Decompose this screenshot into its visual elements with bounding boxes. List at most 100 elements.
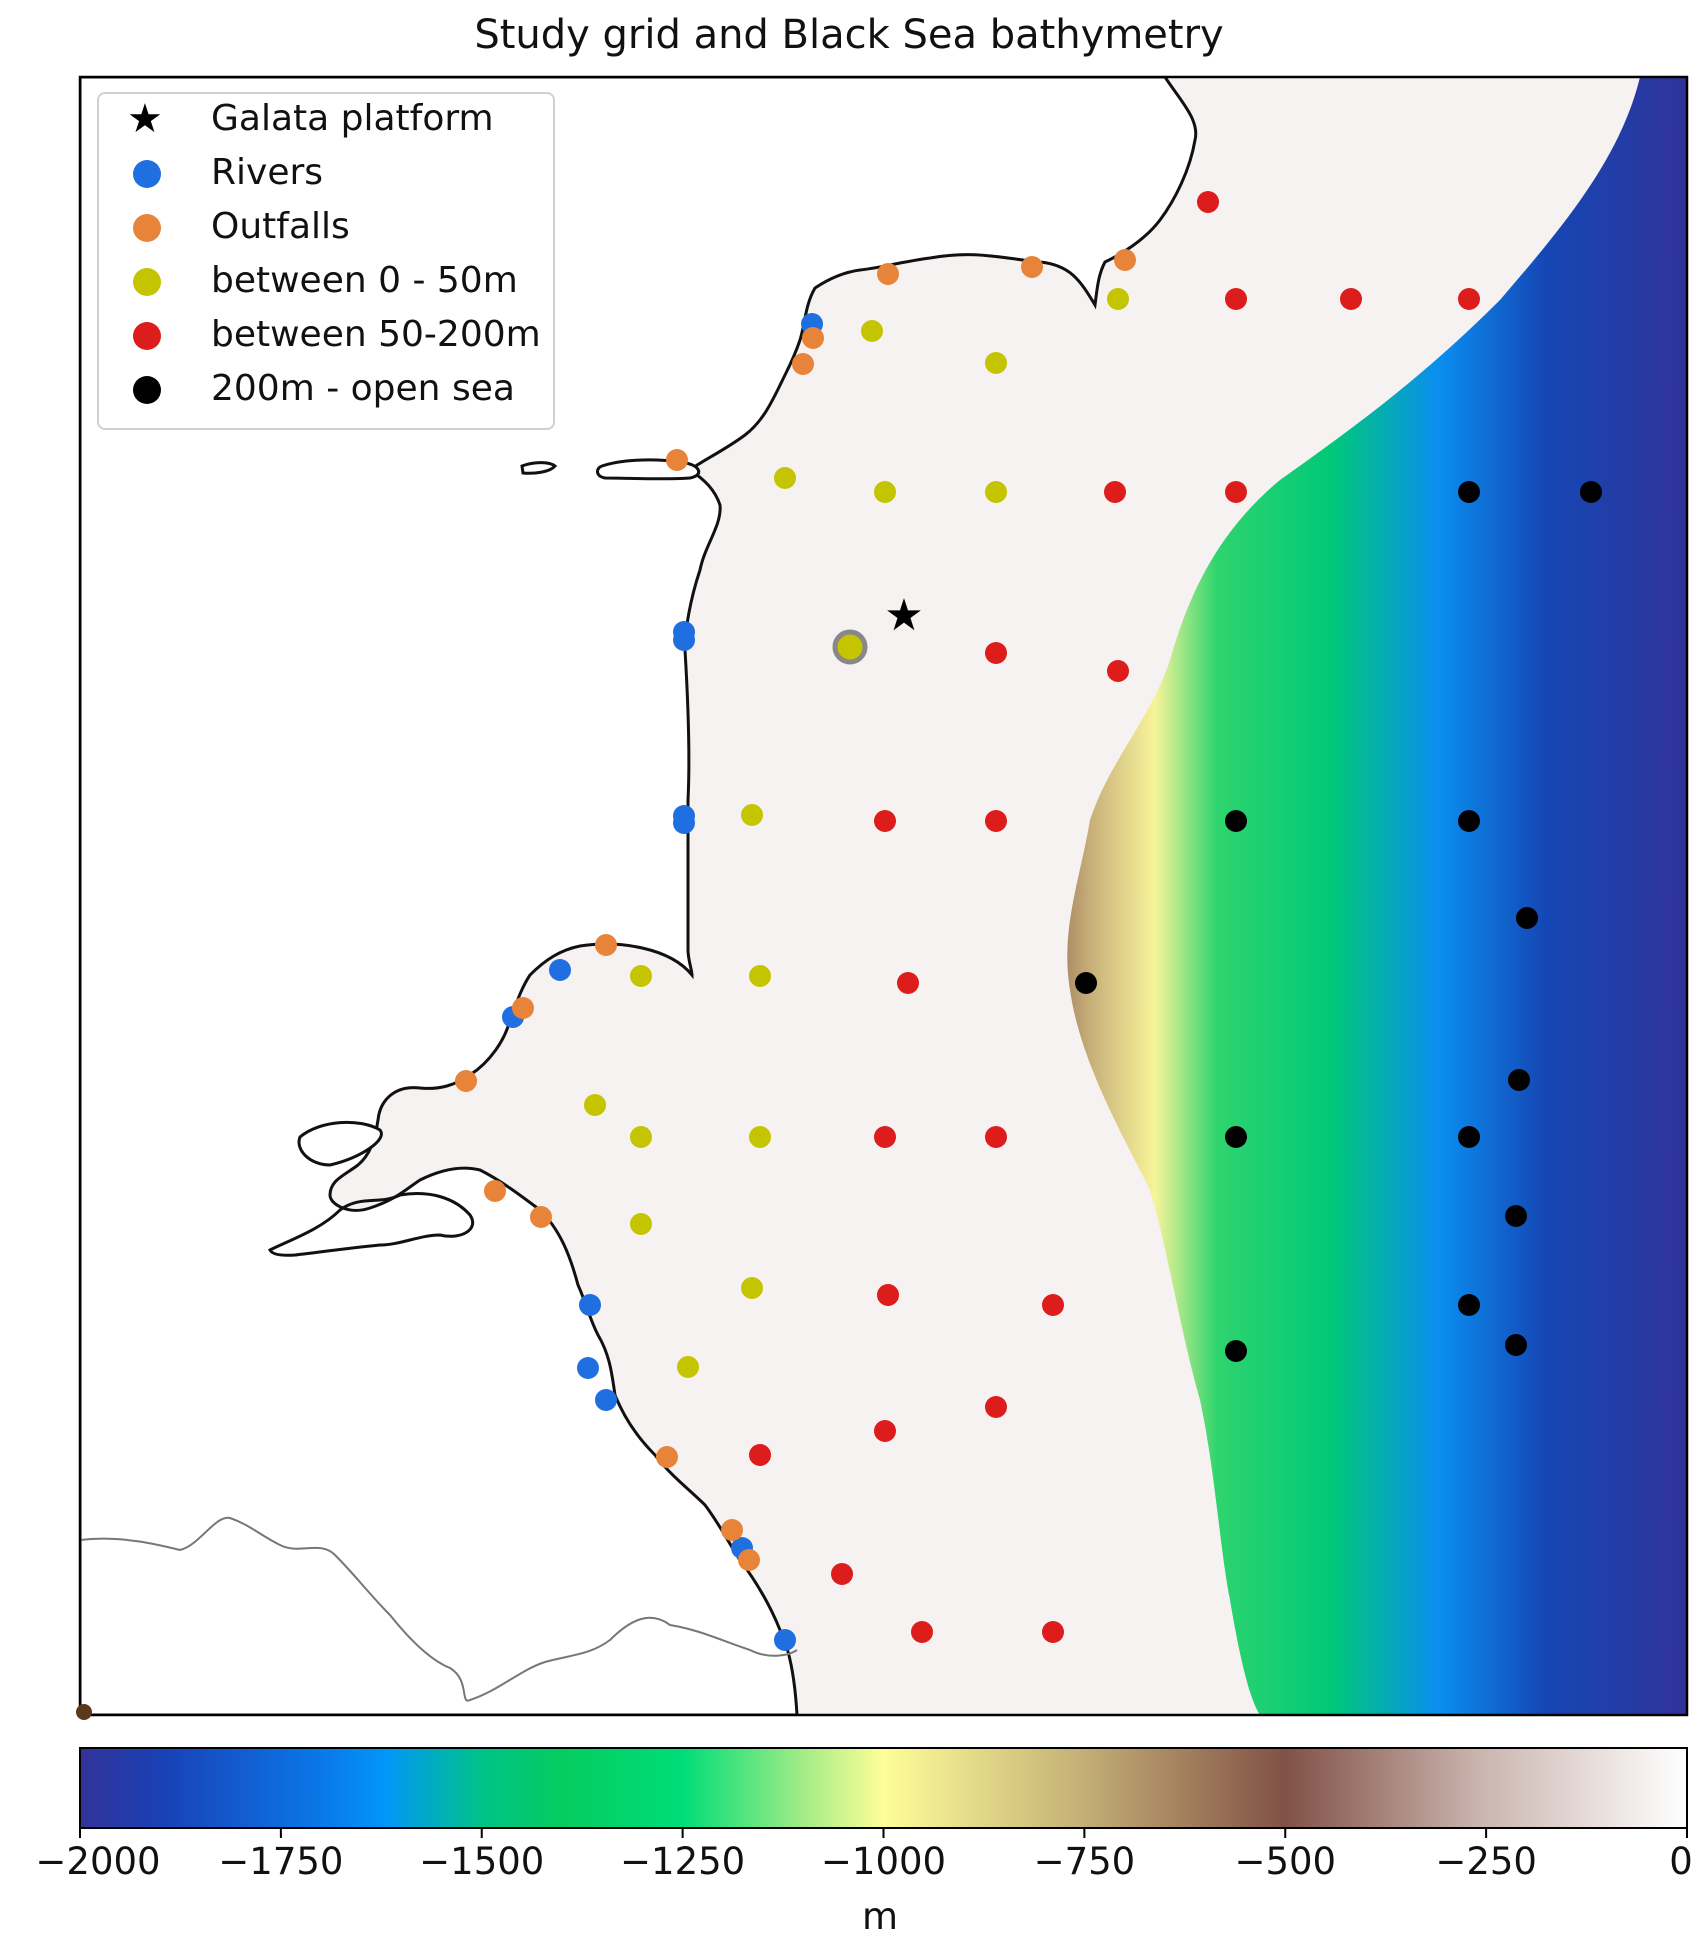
colorbar-tick-label: −1750: [218, 1840, 344, 1883]
mid-depth-site-point: [1225, 288, 1247, 310]
shallow-site-point: [861, 320, 883, 342]
colorbar-tick-label: −2000: [35, 1840, 161, 1883]
shallow-site-point: [630, 965, 652, 987]
circle-marker-icon: [133, 268, 161, 296]
mid-depth-site-point: [1107, 660, 1129, 682]
outfall-point: [530, 1206, 552, 1228]
open-sea-site-point: [1508, 1069, 1530, 1091]
open-sea-site-point: [1225, 1126, 1247, 1148]
shallow-site-point: [630, 1213, 652, 1235]
colorbar: [79, 1747, 1688, 1829]
mid-depth-site-point: [985, 810, 1007, 832]
legend-item-outfalls: Outfalls: [99, 202, 553, 254]
colorbar-tick-label: −1500: [419, 1840, 545, 1883]
open-sea-site-point: [1516, 907, 1538, 929]
legend-item-shallow: between 0 - 50m: [99, 256, 553, 308]
outfall-point: [792, 353, 814, 375]
legend-item-rivers: Rivers: [99, 148, 553, 200]
open-sea-site-point: [1458, 1294, 1480, 1316]
outfall-point: [738, 1549, 760, 1571]
shallow-site-point: [630, 1126, 652, 1148]
shallow-site-point: [1107, 288, 1129, 310]
river-point: [549, 959, 571, 981]
circle-marker-icon: [133, 160, 161, 188]
mid-depth-site-point: [1340, 288, 1362, 310]
river-point: [595, 1389, 617, 1411]
mid-depth-site-point: [985, 642, 1007, 664]
map-frame: [78, 75, 1689, 1717]
shallow-site-point: [741, 804, 763, 826]
outfall-point: [877, 263, 899, 285]
shallow-site-point: [584, 1094, 606, 1116]
shallow-site-point: [749, 1126, 771, 1148]
colorbar-ticks: [79, 1828, 1688, 1838]
outfall-point: [1114, 249, 1136, 271]
river-point: [673, 812, 695, 834]
legend-label: Outfalls: [211, 206, 350, 247]
legend: ★ Galata platform Rivers Outfalls betwee…: [97, 92, 555, 430]
legend-item-open-sea: 200m - open sea: [99, 364, 553, 416]
mid-depth-site-point: [877, 1284, 899, 1306]
mid-depth-site-point: [1225, 481, 1247, 503]
legend-label: between 0 - 50m: [211, 260, 518, 301]
star-icon: ★: [127, 96, 163, 142]
river-point: [577, 1357, 599, 1379]
river-point: [774, 1629, 796, 1651]
map-title: Study grid and Black Sea bathymetry: [474, 12, 1224, 58]
inland-border: [80, 1516, 798, 1702]
shallow-site-point: [741, 1277, 763, 1299]
legend-label: 200m - open sea: [211, 368, 515, 409]
colorbar-tick-label: 0: [1669, 1840, 1693, 1883]
shallow-site-point: [677, 1356, 699, 1378]
open-sea-site-point: [1458, 481, 1480, 503]
circle-marker-icon: [133, 214, 161, 242]
legend-label: between 50-200m: [211, 314, 541, 355]
mid-depth-site-point: [831, 1563, 853, 1585]
mid-depth-site-point: [985, 1126, 1007, 1148]
open-sea-site-point: [1458, 1126, 1480, 1148]
legend-item-mid: between 50-200m: [99, 310, 553, 362]
colorbar-tick-label: −500: [1234, 1840, 1337, 1883]
mid-depth-site-point: [897, 972, 919, 994]
shallow-site-point: [874, 481, 896, 503]
galata-platform-star-icon: ★: [884, 590, 923, 641]
outfall-point: [455, 1070, 477, 1092]
shallow-site-point: [985, 352, 1007, 374]
legend-label: Galata platform: [211, 98, 494, 139]
mid-depth-site-point: [874, 810, 896, 832]
legend-label: Rivers: [211, 152, 324, 193]
shallow-site-point: [749, 965, 771, 987]
open-sea-site-point: [1225, 810, 1247, 832]
outfall-point: [666, 449, 688, 471]
shallow-site-point: [774, 467, 796, 489]
outfall-point: [1021, 256, 1043, 278]
colorbar-tick-label: −1000: [820, 1840, 947, 1883]
mid-depth-site-point: [1197, 191, 1219, 213]
circle-marker-icon: [133, 376, 161, 404]
bay-outline: [297, 1120, 383, 1167]
circle-marker-icon: [133, 322, 161, 350]
corner-marker: [76, 1704, 92, 1720]
colorbar-unit: m: [861, 1895, 899, 1938]
mid-depth-site-point: [874, 1126, 896, 1148]
mid-depth-site-point: [1042, 1294, 1064, 1316]
open-sea-site-point: [1505, 1205, 1527, 1227]
colorbar-tick-label: −250: [1435, 1840, 1537, 1883]
outfall-point: [512, 997, 534, 1019]
outfall-point: [721, 1519, 743, 1541]
open-sea-site-point: [1458, 810, 1480, 832]
open-sea-site-point: [1075, 972, 1097, 994]
mid-depth-site-point: [985, 1396, 1007, 1418]
mid-depth-site-point: [1042, 1621, 1064, 1643]
outfall-point: [484, 1180, 506, 1202]
lake-island-small: [520, 461, 558, 475]
mid-depth-site-point: [911, 1621, 933, 1643]
open-sea-site-point: [1580, 481, 1602, 503]
mid-depth-site-point: [874, 1420, 896, 1442]
colorbar-tick-label: −750: [1033, 1840, 1136, 1883]
sample-points: ★: [76, 191, 1602, 1720]
open-sea-site-point: [1225, 1340, 1247, 1362]
mid-depth-site-point: [1458, 288, 1480, 310]
outfall-point: [656, 1446, 678, 1468]
